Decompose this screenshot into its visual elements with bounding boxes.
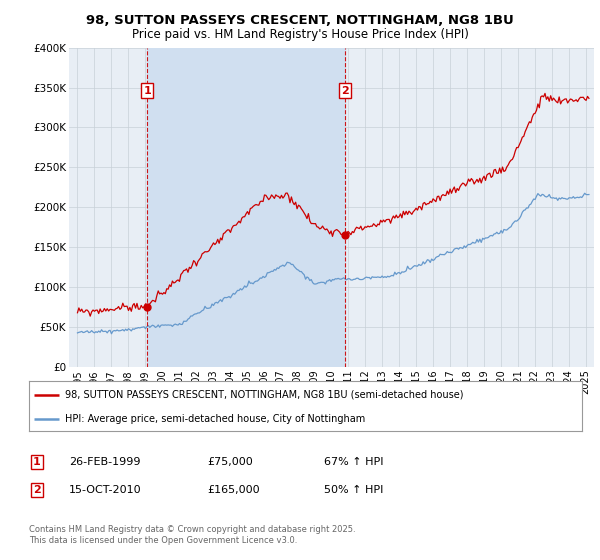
Text: 50% ↑ HPI: 50% ↑ HPI bbox=[324, 485, 383, 495]
Text: Price paid vs. HM Land Registry's House Price Index (HPI): Price paid vs. HM Land Registry's House … bbox=[131, 28, 469, 41]
Text: 2: 2 bbox=[341, 86, 349, 96]
Text: HPI: Average price, semi-detached house, City of Nottingham: HPI: Average price, semi-detached house,… bbox=[65, 414, 365, 424]
Text: 26-FEB-1999: 26-FEB-1999 bbox=[69, 457, 140, 467]
Text: £75,000: £75,000 bbox=[207, 457, 253, 467]
Text: 98, SUTTON PASSEYS CRESCENT, NOTTINGHAM, NG8 1BU (semi-detached house): 98, SUTTON PASSEYS CRESCENT, NOTTINGHAM,… bbox=[65, 390, 463, 400]
Text: 1: 1 bbox=[33, 457, 41, 467]
Text: 98, SUTTON PASSEYS CRESCENT, NOTTINGHAM, NG8 1BU: 98, SUTTON PASSEYS CRESCENT, NOTTINGHAM,… bbox=[86, 14, 514, 27]
Text: 2: 2 bbox=[33, 485, 41, 495]
Bar bbox=[147, 48, 345, 367]
Text: 67% ↑ HPI: 67% ↑ HPI bbox=[324, 457, 383, 467]
Text: £165,000: £165,000 bbox=[207, 485, 260, 495]
Text: 1: 1 bbox=[143, 86, 151, 96]
Text: 15-OCT-2010: 15-OCT-2010 bbox=[69, 485, 142, 495]
Text: Contains HM Land Registry data © Crown copyright and database right 2025.
This d: Contains HM Land Registry data © Crown c… bbox=[29, 525, 355, 545]
